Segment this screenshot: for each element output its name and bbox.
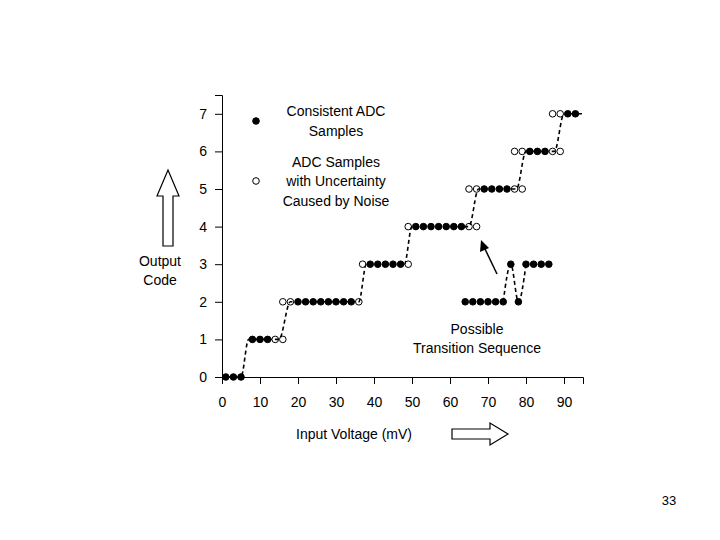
legend-marker	[253, 118, 260, 125]
y-tick: 2	[199, 294, 222, 310]
x-tick-mark	[412, 377, 413, 384]
y-tick-label: 3	[199, 256, 207, 272]
y-tick: 1	[199, 331, 222, 347]
open-sample	[519, 148, 526, 155]
x-tick: 80	[519, 377, 535, 410]
x-tick-label: 30	[329, 394, 345, 410]
x-tick-label: 90	[557, 394, 573, 410]
x-tick-mark	[374, 377, 375, 384]
y-tick-label: 6	[199, 143, 207, 159]
x-axis-line	[223, 378, 584, 385]
filled-sample	[462, 299, 469, 306]
x-tick: 10	[253, 377, 269, 410]
x-tick-label: 70	[481, 394, 497, 410]
x-tick-mark	[298, 377, 299, 384]
y-tick: 5	[199, 181, 222, 197]
legend: Consistent ADCSamples ADC Sampleswith Unc…	[253, 103, 390, 208]
open-sample	[280, 299, 287, 306]
open-sample	[511, 148, 518, 155]
y-tick-label: 5	[199, 181, 207, 197]
y-axis-title: OutputCode	[139, 253, 181, 288]
y-axis: 0 1 2 3 4 5 6 7	[199, 96, 222, 385]
x-tick: 0	[219, 377, 227, 410]
sample-series	[462, 261, 552, 305]
x-tick-mark	[260, 377, 261, 384]
filled-sample	[470, 299, 477, 306]
y-tick-mark	[215, 151, 222, 152]
y-tick-label: 4	[199, 219, 207, 235]
x-tick-label: 40	[367, 394, 383, 410]
y-tick: 6	[199, 143, 222, 159]
page-number: 33	[662, 493, 676, 508]
legend-label: Consistent ADCSamples	[287, 103, 386, 139]
x-tick: 20	[291, 377, 307, 410]
filled-sample	[477, 299, 484, 306]
x-tick-label: 0	[219, 394, 227, 410]
x-axis: 0 10 20 30 40 50 60 70 80 90	[219, 377, 584, 410]
x-tick-mark	[526, 377, 527, 384]
legend-marker	[253, 178, 260, 185]
open-sample	[473, 223, 480, 230]
filled-sample	[492, 299, 499, 306]
annotation-arrow	[485, 249, 497, 274]
filled-sample	[546, 261, 553, 268]
x-tick-mark	[450, 377, 451, 384]
y-tick-mark	[215, 339, 222, 340]
x-tick: 70	[481, 377, 497, 410]
x-axis-title: Input Voltage (mV)	[296, 426, 412, 442]
x-tick: 60	[443, 377, 459, 410]
y-axis-line	[215, 96, 223, 378]
right-arrow	[452, 423, 508, 445]
x-tick-mark	[488, 377, 489, 384]
y-tick: 4	[199, 219, 222, 235]
y-tick: 0	[199, 369, 222, 385]
open-sample	[557, 111, 564, 118]
open-sample	[549, 111, 556, 118]
x-tick-label: 10	[253, 394, 269, 410]
filled-sample	[485, 299, 492, 306]
step-line	[503, 264, 526, 302]
y-tick-mark	[215, 114, 222, 115]
y-tick-mark	[215, 227, 222, 228]
plot-area	[222, 111, 583, 381]
x-tick-label: 80	[519, 394, 535, 410]
filled-sample	[538, 261, 545, 268]
y-tick-label: 7	[199, 106, 207, 122]
x-tick-label: 60	[443, 394, 459, 410]
open-sample	[557, 148, 564, 155]
y-tick-label: 0	[199, 369, 207, 385]
y-tick-label: 2	[199, 294, 207, 310]
up-arrow	[157, 170, 179, 246]
open-sample	[466, 186, 473, 193]
y-tick-mark	[215, 377, 222, 378]
x-tick-label: 20	[291, 394, 307, 410]
step-line	[222, 114, 583, 377]
x-tick: 40	[367, 377, 383, 410]
legend-label: ADC Sampleswith UncertaintyCaused by Noi…	[283, 154, 390, 209]
y-tick: 7	[199, 106, 222, 122]
filled-sample	[530, 261, 537, 268]
annotation: PossibleTransition Sequence	[413, 321, 541, 356]
y-tick-mark	[215, 302, 222, 303]
x-tick: 30	[329, 377, 345, 410]
annotation-arrow-head	[480, 240, 489, 252]
y-tick-mark	[215, 189, 222, 190]
x-tick-mark	[336, 377, 337, 384]
x-tick-mark	[564, 377, 565, 384]
chart: 0 10 20 30 40 50 60 70 80 90 0 1 2 3 4 5 6 7 Consistent AD…	[0, 0, 720, 540]
y-tick-mark	[215, 264, 222, 265]
x-tick: 90	[557, 377, 573, 410]
open-sample	[519, 186, 526, 193]
x-tick: 50	[405, 377, 421, 410]
y-tick: 3	[199, 256, 222, 272]
x-tick-label: 50	[405, 394, 421, 410]
y-tick-label: 1	[199, 331, 207, 347]
